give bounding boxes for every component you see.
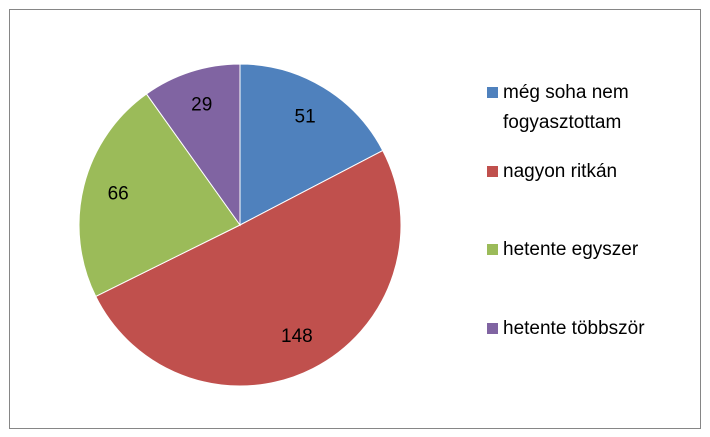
legend-swatch	[487, 244, 498, 255]
legend-item: hetente egyszer	[487, 235, 687, 265]
legend-label: hetente egyszer	[503, 239, 639, 260]
legend-item: hetente többször	[487, 314, 687, 344]
legend-swatch	[487, 166, 498, 177]
legend-swatch	[487, 323, 498, 334]
legend-item: nagyon ritkán	[487, 157, 687, 187]
data-label: 29	[191, 94, 212, 115]
legend-swatch	[487, 87, 498, 98]
legend-label: még soha nem fogyasztottam	[503, 82, 629, 133]
legend-label: nagyon ritkán	[503, 161, 618, 182]
data-label: 148	[281, 326, 313, 347]
pie-slice	[145, 63, 241, 227]
pie-slice	[78, 93, 241, 298]
pie-slice	[95, 149, 402, 387]
data-label: 51	[295, 107, 316, 128]
pie-slice	[239, 63, 384, 226]
data-label: 66	[108, 183, 129, 204]
legend-item: még soha nem fogyasztottam	[487, 78, 687, 138]
legend-label: hetente többször	[503, 318, 645, 339]
